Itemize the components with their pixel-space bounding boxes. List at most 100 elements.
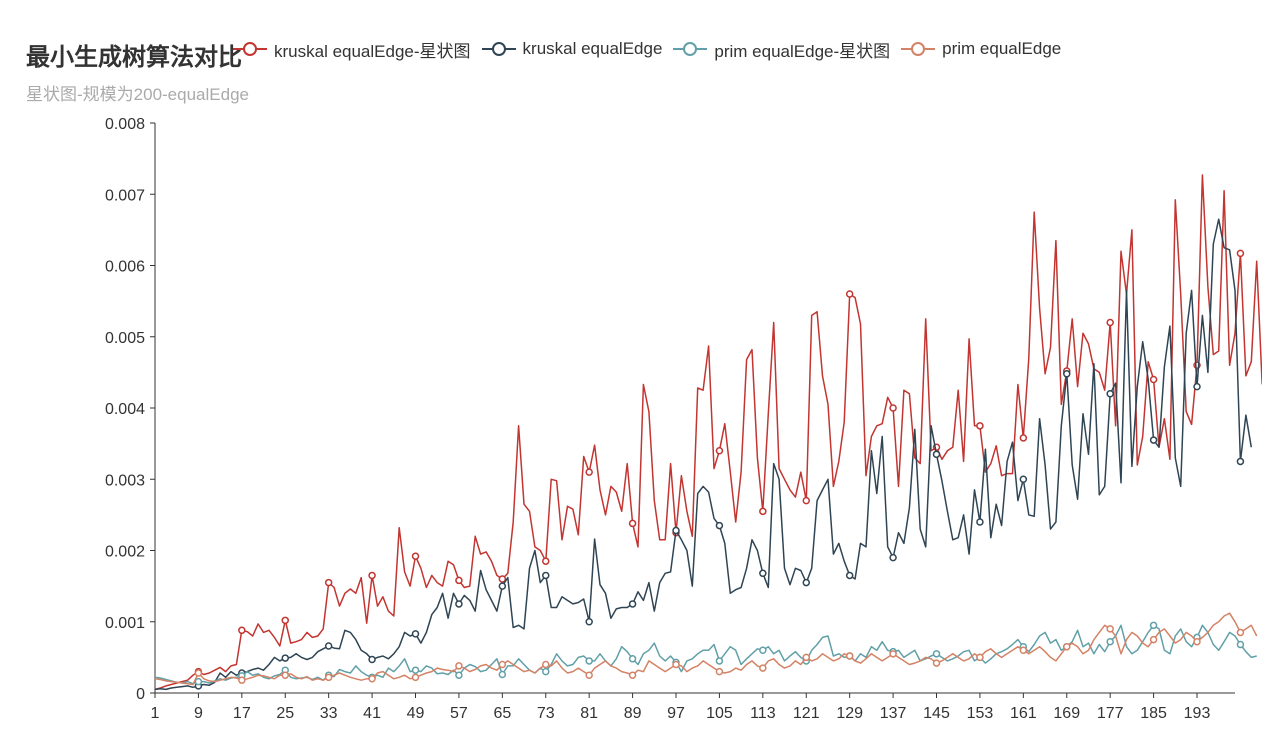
series-point bbox=[1236, 457, 1245, 466]
series-point bbox=[1236, 249, 1245, 258]
series-point bbox=[672, 526, 680, 535]
series-point bbox=[1063, 370, 1071, 378]
legend-line-circle-icon bbox=[481, 42, 516, 56]
chart-subtitle: 星状图-规模为200-equalEdge bbox=[26, 85, 249, 104]
series-point bbox=[1149, 375, 1158, 384]
series-point bbox=[715, 521, 724, 530]
series-point bbox=[932, 659, 941, 667]
x-tick-label: 49 bbox=[407, 705, 425, 722]
series-point bbox=[672, 660, 680, 669]
series-point bbox=[715, 447, 724, 455]
series-point bbox=[585, 468, 593, 476]
y-tick-label: 0.004 bbox=[105, 401, 145, 418]
y-tick-label: 0 bbox=[136, 686, 145, 703]
series-line-0 bbox=[154, 174, 1262, 691]
series-point bbox=[281, 671, 290, 679]
series-point bbox=[1063, 642, 1071, 651]
series-point bbox=[628, 655, 637, 663]
x-tick-label: 25 bbox=[276, 705, 294, 722]
series-point bbox=[455, 662, 463, 670]
y-tick-label: 0.008 bbox=[105, 116, 145, 133]
series-point bbox=[238, 676, 246, 684]
x-tick-label: 41 bbox=[363, 705, 381, 722]
series-point bbox=[802, 496, 811, 505]
x-tick-label: 9 bbox=[194, 705, 203, 722]
series-point bbox=[628, 519, 637, 528]
series-point bbox=[411, 673, 420, 682]
x-tick-label: 1 bbox=[151, 705, 160, 722]
series-point bbox=[455, 576, 463, 585]
x-tick-label: 121 bbox=[793, 705, 820, 722]
series-point bbox=[802, 653, 811, 662]
series-point bbox=[1193, 382, 1201, 391]
series-point bbox=[1019, 434, 1028, 442]
series-point bbox=[498, 670, 507, 679]
legend-label: kruskal equalEdge bbox=[522, 39, 663, 58]
x-tick-label: 113 bbox=[750, 705, 776, 722]
series-point bbox=[1019, 475, 1028, 483]
x-tick-label: 129 bbox=[836, 705, 863, 722]
series-point bbox=[368, 675, 376, 683]
series-point bbox=[759, 569, 767, 578]
series-point bbox=[759, 646, 767, 654]
x-tick-label: 177 bbox=[1097, 705, 1124, 722]
series-point bbox=[585, 671, 593, 679]
x-tick-label: 137 bbox=[880, 705, 907, 722]
chart-title: 最小生成树算法对比 bbox=[26, 44, 242, 71]
series-point bbox=[1236, 640, 1245, 649]
legend-item-prim-star[interactable]: prim equalEdge-星状图 bbox=[672, 37, 890, 62]
legend-line-circle-icon bbox=[901, 42, 936, 56]
y-tick-label: 0.005 bbox=[105, 330, 145, 347]
x-tick-label: 33 bbox=[320, 705, 338, 722]
series-point bbox=[542, 667, 550, 676]
series-line-2 bbox=[154, 624, 1257, 685]
x-tick-label: 169 bbox=[1053, 705, 1080, 722]
series-point bbox=[368, 655, 376, 664]
series-point bbox=[715, 657, 724, 665]
series-point bbox=[324, 642, 333, 650]
series-point bbox=[1106, 390, 1114, 398]
x-tick-label: 185 bbox=[1140, 705, 1167, 722]
y-tick-label: 0.001 bbox=[105, 615, 145, 632]
series-point bbox=[628, 671, 637, 679]
series-point bbox=[845, 290, 854, 298]
legend-item-prim[interactable]: prim equalEdge bbox=[900, 39, 1061, 59]
series-point bbox=[976, 422, 984, 430]
series-line-1 bbox=[154, 218, 1253, 691]
x-tick-label: 145 bbox=[923, 705, 950, 722]
series-point bbox=[932, 450, 941, 459]
legend-item-kruskal[interactable]: kruskal equalEdge bbox=[481, 39, 663, 59]
y-tick-label: 0.006 bbox=[105, 259, 145, 276]
series-point bbox=[368, 571, 376, 580]
series-point bbox=[281, 616, 290, 625]
x-tick-label: 97 bbox=[667, 705, 685, 722]
series-point bbox=[1106, 318, 1114, 327]
legend-label: prim equalEdge bbox=[942, 39, 1062, 58]
series-point bbox=[411, 630, 420, 638]
series-point bbox=[411, 552, 420, 560]
x-tick-label: 193 bbox=[1184, 705, 1211, 722]
legend-label: kruskal equalEdge-星状图 bbox=[274, 41, 471, 61]
series-point bbox=[1149, 635, 1158, 644]
series-point bbox=[324, 578, 333, 587]
x-tick-label: 65 bbox=[493, 705, 511, 722]
x-tick-label: 57 bbox=[450, 705, 468, 722]
series-point bbox=[802, 578, 811, 587]
series-point bbox=[411, 666, 420, 674]
series-point bbox=[628, 600, 637, 608]
series-point bbox=[542, 660, 550, 669]
x-tick-label: 17 bbox=[233, 705, 251, 722]
series-point bbox=[1019, 646, 1028, 654]
x-tick-label: 73 bbox=[537, 705, 555, 722]
series-point bbox=[238, 626, 246, 635]
series-point bbox=[889, 553, 897, 562]
series-point bbox=[194, 677, 203, 686]
series-point bbox=[1149, 621, 1158, 630]
legend-item-kruskal-star[interactable]: kruskal equalEdge-星状图 bbox=[232, 37, 471, 62]
series-point bbox=[498, 575, 507, 583]
series-point bbox=[498, 582, 507, 590]
series-point bbox=[889, 650, 897, 658]
series-point bbox=[845, 571, 854, 580]
x-tick-label: 153 bbox=[967, 705, 994, 722]
